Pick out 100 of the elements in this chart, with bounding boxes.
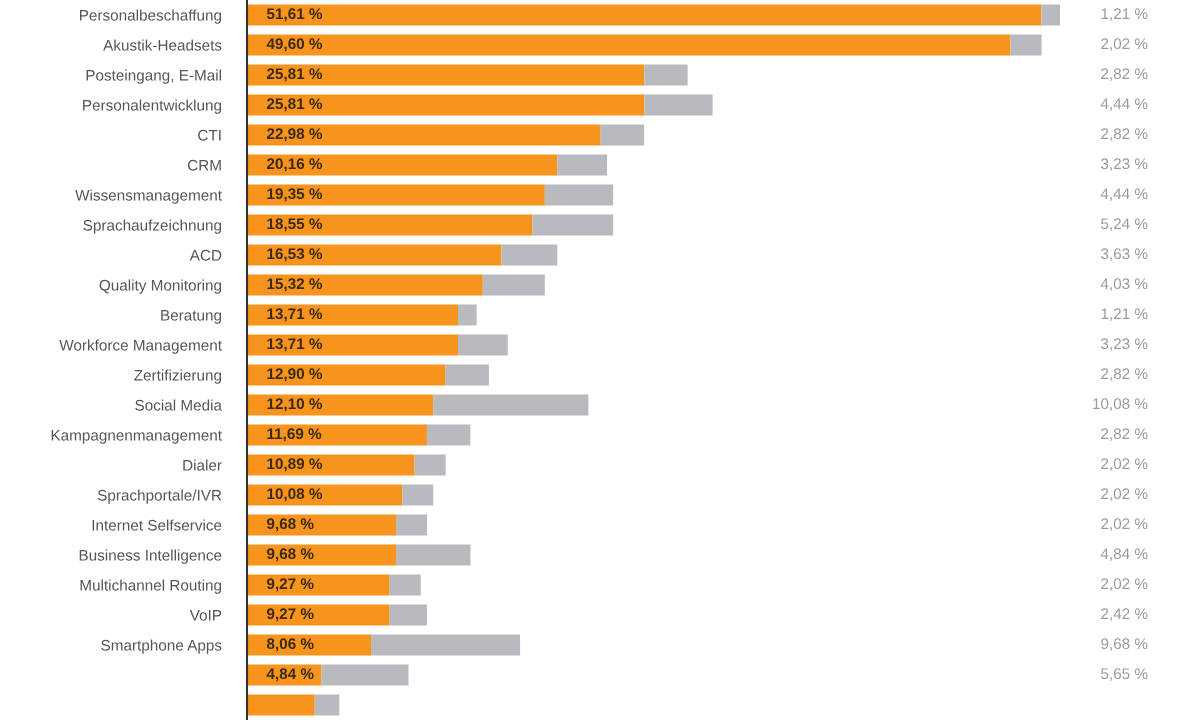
bar bbox=[247, 94, 645, 116]
y-tick-label: CRM bbox=[187, 159, 221, 171]
data-label: 9,68 % bbox=[1101, 638, 1148, 651]
y-tick-label: Social Media bbox=[135, 399, 222, 411]
bar bbox=[247, 184, 545, 206]
y-tick-label: Multichannel Routing bbox=[80, 579, 222, 594]
bar bbox=[314, 694, 340, 716]
y-tick-label: Dialer bbox=[183, 459, 222, 471]
bar bbox=[426, 424, 471, 446]
data-label: 13,71 % bbox=[267, 338, 323, 352]
bar bbox=[247, 544, 396, 566]
data-label: 3,23 % bbox=[1101, 338, 1148, 351]
bar bbox=[247, 64, 645, 86]
data-label: 2,82 % bbox=[1101, 428, 1148, 441]
data-label: 2,42 % bbox=[1101, 608, 1148, 621]
data-label: 3,63 % bbox=[1101, 248, 1148, 261]
data-label: 2,82 % bbox=[1101, 68, 1148, 81]
bar bbox=[644, 64, 688, 86]
y-tick-label: VoIP bbox=[189, 610, 222, 621]
data-label: 5,24 % bbox=[1101, 218, 1148, 231]
bar bbox=[247, 604, 390, 626]
data-label: 9,68 % bbox=[266, 548, 314, 562]
y-tick-label: ACD bbox=[189, 249, 222, 261]
bar bbox=[644, 94, 713, 116]
bar bbox=[247, 454, 415, 476]
bar bbox=[402, 484, 434, 506]
bar bbox=[445, 364, 489, 386]
y-tick-label: Personalentwicklung bbox=[83, 99, 222, 114]
data-label: 1,21 % bbox=[1101, 308, 1148, 321]
y-tick-label: Wissensmanagement bbox=[75, 189, 222, 204]
data-label: 16,53 % bbox=[267, 248, 323, 262]
y-tick-label: Workforce Management bbox=[59, 339, 222, 354]
data-label: 13,71 % bbox=[267, 308, 323, 322]
y-tick-label: Kampagnenmanagement bbox=[51, 430, 222, 444]
data-label: 4,44 % bbox=[1100, 98, 1148, 111]
bar bbox=[247, 484, 403, 506]
y-tick-label: Zertifizierung bbox=[134, 369, 222, 384]
data-label: 22,98 % bbox=[266, 128, 323, 142]
y-tick-label: Sprachportale/IVR bbox=[97, 489, 222, 504]
data-label: 15,32 % bbox=[267, 278, 323, 292]
bar bbox=[247, 124, 601, 146]
bar bbox=[247, 244, 502, 266]
data-label: 2,02 % bbox=[1101, 578, 1148, 591]
y-tick-label: Smartphone Apps bbox=[101, 639, 222, 654]
bar bbox=[600, 124, 645, 146]
data-label: 19,35 % bbox=[267, 188, 323, 202]
data-label: 8,06 % bbox=[266, 638, 314, 652]
data-label: 4,03 % bbox=[1100, 278, 1148, 291]
data-label: 2,82 % bbox=[1101, 128, 1148, 141]
bar bbox=[395, 544, 471, 566]
data-label: 2,82 % bbox=[1101, 368, 1148, 381]
bar bbox=[433, 394, 589, 416]
data-label: 3,23 % bbox=[1101, 158, 1148, 171]
data-label: 51,61 % bbox=[266, 8, 323, 22]
y-tick-label: Internet Selfservice bbox=[92, 519, 222, 531]
bar bbox=[247, 34, 1011, 56]
data-label: 4,44 % bbox=[1100, 188, 1148, 201]
y-tick-label: CTI bbox=[198, 129, 221, 141]
data-label: 25,81 % bbox=[266, 98, 323, 112]
y-tick-label: Sprachaufzeichnung bbox=[83, 219, 222, 234]
bar bbox=[247, 274, 483, 296]
data-label: 11,69 % bbox=[267, 428, 322, 442]
data-label: 9,68 % bbox=[266, 518, 314, 532]
y-tick-label: Quality Monitoring bbox=[99, 279, 222, 294]
bar bbox=[1041, 4, 1060, 26]
data-label: 10,08 % bbox=[1093, 398, 1148, 411]
bar bbox=[414, 454, 446, 476]
bar bbox=[247, 424, 427, 446]
bar bbox=[501, 244, 558, 266]
bar bbox=[247, 4, 1042, 26]
bar bbox=[247, 394, 434, 416]
data-label: 9,27 % bbox=[266, 578, 314, 592]
data-label: 12,90 % bbox=[267, 368, 323, 382]
bar bbox=[395, 514, 428, 536]
data-label: 10,89 % bbox=[267, 458, 323, 472]
data-label: 2,02 % bbox=[1101, 38, 1148, 51]
data-label: 20,16 % bbox=[266, 158, 323, 172]
data-label: 2,02 % bbox=[1101, 518, 1148, 531]
data-label: 9,27 % bbox=[266, 608, 314, 622]
bar bbox=[389, 574, 421, 596]
bar bbox=[247, 334, 459, 356]
y-tick-label: Akustik-Headsets bbox=[103, 39, 222, 51]
data-label: 49,60 % bbox=[266, 38, 323, 52]
data-label: 18,55 % bbox=[267, 218, 323, 232]
bar bbox=[458, 334, 508, 356]
data-label: 4,84 % bbox=[1100, 548, 1148, 561]
data-label: 25,81 % bbox=[266, 68, 323, 82]
bar bbox=[557, 154, 608, 176]
bar bbox=[247, 694, 315, 716]
bar bbox=[247, 214, 533, 236]
bar bbox=[389, 604, 427, 626]
y-tick-label: Business Intelligence bbox=[79, 549, 222, 564]
bar bbox=[247, 514, 396, 536]
bar bbox=[532, 214, 614, 236]
bar bbox=[247, 574, 390, 596]
bar bbox=[371, 634, 521, 656]
y-tick-label: Posteingang, E-Mail bbox=[86, 69, 221, 84]
data-label: 2,02 % bbox=[1101, 458, 1148, 471]
bar bbox=[482, 274, 545, 296]
y-tick-label: Beratung bbox=[161, 310, 222, 324]
